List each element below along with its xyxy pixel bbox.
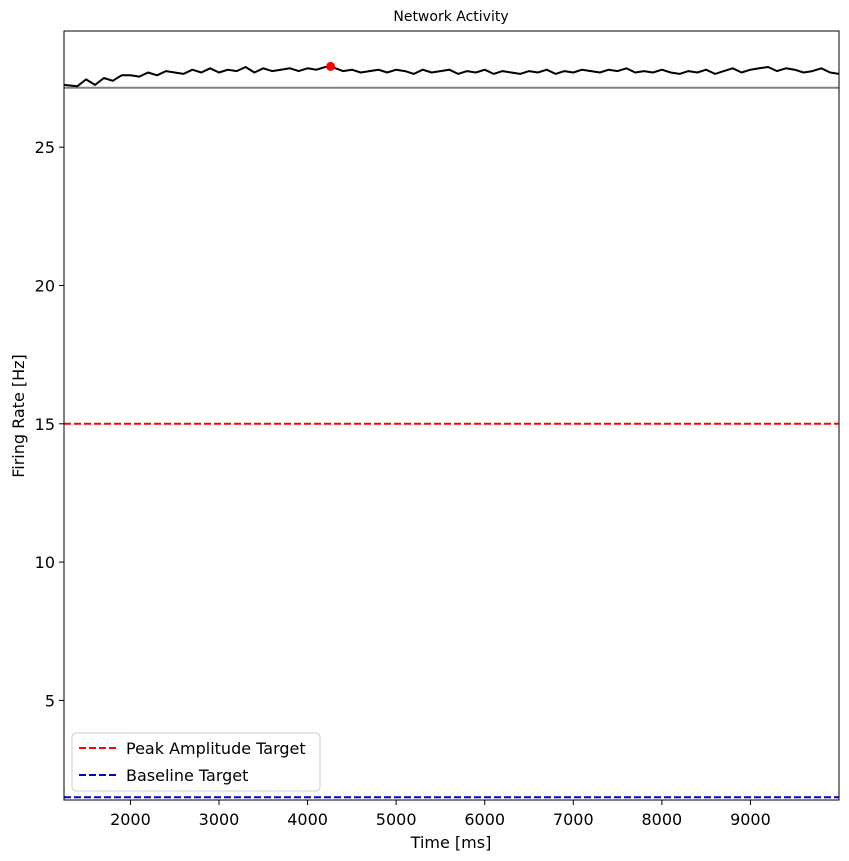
x-tick-label: 8000 [641,810,682,829]
x-tick-label: 9000 [730,810,771,829]
firing-rate-series-line [64,65,839,88]
chart-title: Network Activity [393,9,508,25]
y-axis-label: Firing Rate [Hz] [9,354,28,478]
x-tick-label: 4000 [287,810,328,829]
legend-label: Peak Amplitude Target [126,739,306,758]
plot-frame [63,30,840,801]
x-axis: 2000 3000 4000 5000 6000 7000 8000 9000 [110,800,771,829]
x-tick-label: 2000 [110,810,151,829]
plot-inner [64,61,839,799]
y-axis: 5 10 15 20 25 [35,138,64,710]
x-axis-label: Time [ms] [410,833,492,852]
x-tick-label: 5000 [376,810,417,829]
y-tick-label: 10 [35,553,55,572]
y-tick-label: 20 [35,276,55,295]
plot-area [63,30,840,801]
y-tick-label: 25 [35,138,55,157]
legend: Peak Amplitude Target Baseline Target [71,732,321,792]
x-tick-label: 7000 [553,810,594,829]
y-tick-label: 5 [45,691,55,710]
x-tick-label: 3000 [199,810,240,829]
y-tick-label: 15 [35,415,55,434]
legend-label: Baseline Target [126,766,248,785]
legend-box [71,732,321,792]
peak-marker [326,61,336,71]
x-tick-label: 6000 [464,810,505,829]
